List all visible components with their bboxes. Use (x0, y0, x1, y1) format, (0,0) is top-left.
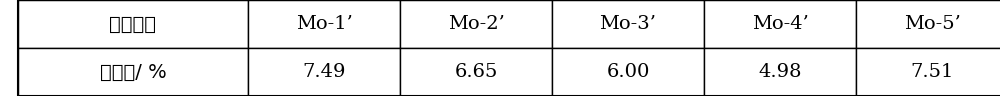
Bar (552, 48, 704, 96)
Bar (400, 0, 552, 48)
Bar (18, 0, 248, 48)
Text: Mo-1’: Mo-1’ (296, 15, 352, 33)
Bar (552, 0, 704, 48)
Text: 6.00: 6.00 (606, 63, 650, 81)
Text: Mo-3’: Mo-3’ (600, 15, 656, 33)
Text: Mo-4’: Mo-4’ (752, 15, 808, 33)
Bar (18, 48, 248, 96)
Bar (704, 0, 856, 48)
Bar (400, 48, 552, 96)
Text: 4.98: 4.98 (758, 63, 802, 81)
Bar (856, 0, 1000, 48)
Text: 7.51: 7.51 (910, 63, 954, 81)
Text: 6.65: 6.65 (454, 63, 498, 81)
Bar (248, 0, 400, 48)
Bar (704, 48, 856, 96)
Text: Mo-5’: Mo-5’ (904, 15, 960, 33)
Text: 固体编号: 固体编号 (110, 14, 156, 34)
Bar (248, 48, 400, 96)
Text: 7.49: 7.49 (302, 63, 346, 81)
Text: Mo-2’: Mo-2’ (448, 15, 504, 33)
Text: 钼含量/ %: 钼含量/ % (100, 62, 166, 82)
Bar (856, 48, 1000, 96)
